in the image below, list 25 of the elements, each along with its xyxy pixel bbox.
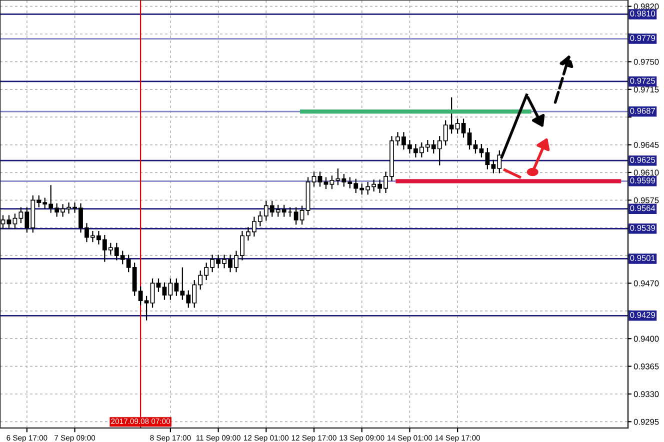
ref-line-label: 0.9779: [630, 35, 655, 41]
candlestick: [150, 278, 155, 308]
y-tick-label: 0.9750: [634, 58, 659, 65]
y-tick-label: 0.9645: [634, 142, 659, 148]
candlestick: [467, 128, 472, 150]
y-tick-label: 0.9715: [634, 86, 659, 92]
candlestick: [312, 171, 316, 188]
ref-line-label: 0.9725: [630, 78, 656, 84]
y-tick-label: 0.9575: [634, 197, 659, 204]
y-tick-label: 0.9820: [634, 4, 659, 10]
candlestick: [318, 171, 322, 188]
ref-line-label: 0.9429: [630, 312, 655, 318]
y-tick-label: 0.9295: [634, 418, 659, 425]
ref-line-label: 0.9501: [630, 255, 655, 261]
y-tick-label: 0.9365: [634, 363, 659, 370]
ref-line-label: 0.9539: [630, 224, 655, 231]
ref-line-label: 0.9564: [630, 205, 656, 212]
ref-line-label: 0.9687: [630, 108, 655, 114]
ref-line-label: 0.9810: [630, 10, 656, 16]
ref-line-label: 0.9599: [630, 178, 655, 184]
y-tick-label: 0.9610: [634, 170, 659, 176]
ref-line-label: 0.9625: [630, 156, 656, 163]
y-tick-label: 0.9330: [634, 391, 659, 398]
y-tick-label: 0.9470: [634, 280, 659, 286]
y-tick-label: 0.9400: [634, 336, 659, 342]
